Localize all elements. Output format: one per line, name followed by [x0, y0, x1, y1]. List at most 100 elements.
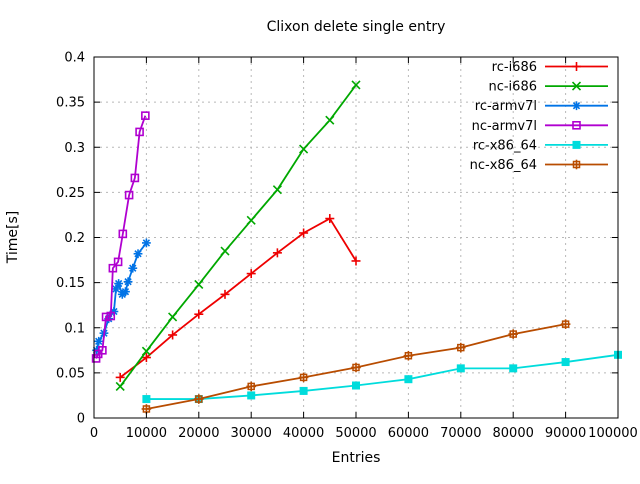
series-line-nc-i686	[119, 84, 357, 387]
data-point-marker	[325, 115, 335, 125]
data-point-marker	[121, 287, 130, 296]
legend: rc-i686 nc-i686 rc-armv7l nc-armv7l rc-x86_6…	[470, 60, 608, 173]
x-tick-label: 80000	[493, 426, 534, 441]
data-point-marker	[351, 80, 361, 90]
data-point-marker	[272, 185, 282, 195]
legend-item-nc-armv7l: nc-armv7l	[472, 119, 608, 134]
data-point-marker	[130, 173, 140, 183]
data-point-marker	[220, 246, 230, 256]
y-tick-label: 0.1	[64, 321, 85, 336]
x-tick-label: 90000	[545, 426, 586, 441]
data-point-marker	[194, 279, 204, 289]
data-point-marker	[118, 229, 128, 239]
data-point-marker	[561, 320, 570, 328]
data-point-marker	[404, 351, 413, 360]
data-point-marker	[352, 381, 360, 390]
y-tick-label: 0.2	[64, 231, 85, 246]
data-point-marker	[168, 312, 178, 322]
data-point-marker	[572, 121, 581, 130]
data-point-marker	[135, 127, 144, 137]
data-point-marker	[142, 395, 151, 404]
data-point-marker	[571, 81, 582, 91]
data-point-marker	[91, 354, 101, 363]
data-point-marker	[299, 386, 308, 395]
data-point-marker	[110, 307, 118, 316]
data-point-marker	[246, 215, 256, 225]
series-nc-x86_64	[141, 319, 571, 414]
data-point-marker	[134, 250, 142, 258]
data-point-marker	[142, 405, 151, 413]
axis-ticks	[93, 56, 619, 419]
data-point-marker	[456, 364, 465, 373]
x-axis-label: Entries	[332, 450, 381, 466]
data-point-marker	[95, 337, 103, 345]
x-tick-label: 70000	[440, 426, 481, 441]
legend-label: nc-i686	[488, 80, 537, 95]
data-point-marker	[572, 160, 581, 169]
data-point-marker	[108, 263, 118, 273]
y-tick-label: 0.15	[56, 276, 85, 291]
legend-label: nc-armv7l	[472, 119, 537, 134]
legend-label: rc-armv7l	[475, 99, 537, 114]
x-tick-label: 100000	[588, 426, 638, 441]
legend-label: rc-i686	[492, 60, 537, 75]
x-tick-label: 60000	[388, 426, 429, 441]
series-line-rc-i686	[119, 217, 357, 379]
data-point-marker	[115, 381, 125, 391]
y-tick-label: 0.05	[56, 366, 85, 381]
axis-tick-labels: 0 10000 20000 30000 40000 50000 60000 70000 8000…	[56, 51, 638, 442]
x-tick-label: 20000	[178, 426, 219, 441]
x-tick-label: 10000	[126, 426, 167, 441]
data-point-marker	[247, 391, 256, 400]
series-line-rc-x86_64	[146, 353, 619, 400]
legend-item-nc-x86_64: nc-x86_64	[470, 158, 608, 173]
data-point-marker	[247, 382, 255, 391]
data-point-marker	[124, 190, 134, 200]
data-point-marker	[299, 373, 308, 382]
legend-item-nc-i686: nc-i686	[488, 80, 608, 95]
y-tick-label: 0.4	[64, 51, 85, 66]
data-point-marker	[352, 363, 360, 372]
data-point-marker	[142, 239, 151, 247]
legend-item-rc-armv7l: rc-armv7l	[475, 99, 608, 114]
data-point-marker	[113, 257, 123, 267]
y-tick-label: 0	[77, 412, 85, 427]
data-point-marker	[141, 346, 151, 356]
x-tick-label: 50000	[335, 426, 376, 441]
data-point-marker	[106, 311, 116, 321]
data-point-marker	[572, 140, 581, 149]
x-tick-label: 40000	[283, 426, 324, 441]
data-point-marker	[101, 312, 111, 322]
legend-label: nc-x86_64	[470, 158, 537, 173]
legend-label: rc-x86_64	[473, 138, 537, 153]
data-point-marker	[561, 358, 570, 367]
data-point-marker	[129, 264, 137, 272]
data-point-marker	[124, 278, 132, 286]
data-point-marker	[195, 395, 203, 403]
data-point-marker	[509, 330, 517, 338]
data-point-marker	[572, 102, 581, 110]
data-point-marker	[114, 279, 123, 288]
data-point-marker	[299, 144, 309, 154]
series-rc-i686	[115, 214, 361, 382]
y-tick-label: 0.35	[56, 96, 85, 111]
series-nc-armv7l	[91, 111, 150, 363]
grid-lines	[94, 57, 618, 418]
x-tick-label: 30000	[231, 426, 272, 441]
y-tick-label: 0.3	[64, 141, 85, 156]
data-point-marker	[509, 364, 518, 373]
y-axis-label: Time[s]	[5, 211, 21, 264]
y-tick-label: 0.25	[56, 186, 85, 201]
data-point-marker	[98, 346, 107, 355]
data-point-marker	[457, 343, 465, 352]
series-rc-armv7l	[92, 238, 151, 355]
chart-title: Clixon delete single entry	[267, 19, 446, 35]
x-tick-label: 0	[90, 426, 98, 441]
data-series-layer	[91, 80, 622, 414]
legend-item-rc-i686: rc-i686	[492, 60, 608, 75]
series-nc-i686	[115, 80, 361, 391]
legend-item-rc-x86_64: rc-x86_64	[473, 138, 608, 153]
data-point-marker	[404, 375, 413, 384]
